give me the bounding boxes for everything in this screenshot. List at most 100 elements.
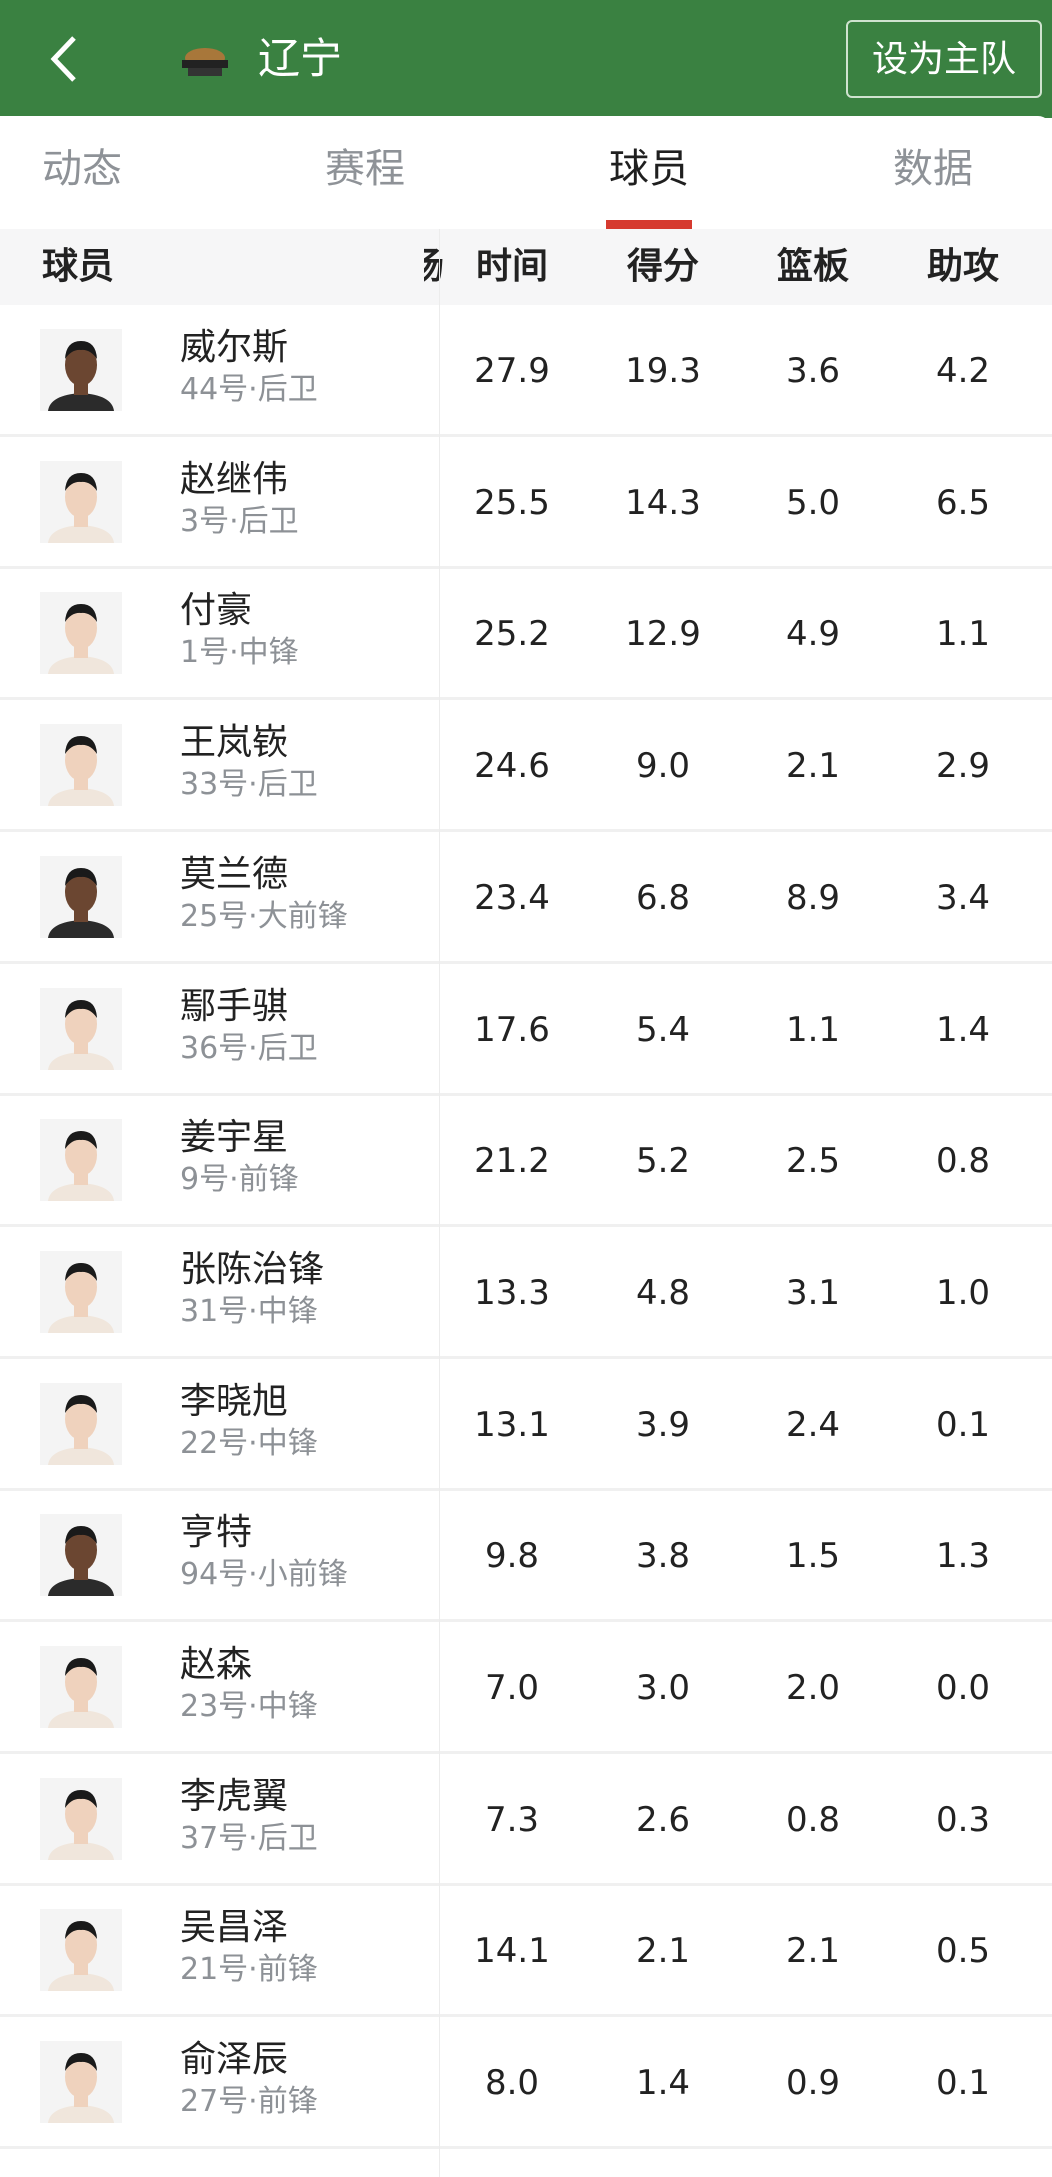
col-points[interactable]: 得分	[626, 246, 700, 287]
player-name: 赵森	[180, 1644, 253, 1685]
col-player[interactable]: 球员	[42, 246, 115, 287]
player-number-position: 33号·后卫	[180, 767, 318, 803]
rebounds-value: 2.1	[785, 1931, 841, 1972]
assists-value: 1.0	[935, 1272, 991, 1313]
assists-value: 0.3	[935, 1799, 991, 1840]
player-number-position: 9号·前锋	[180, 1162, 299, 1198]
player-row[interactable]: 鄢手骐 36号·后卫 17.6 5.4 1.1 1.4	[0, 964, 1052, 1096]
player-row[interactable]: 王岚嵚 33号·后卫 24.6 9.0 2.1 2.9	[0, 700, 1052, 833]
player-avatar	[40, 1514, 122, 1597]
team-title: 辽宁	[258, 34, 343, 83]
col-rebounds[interactable]: 篮板	[776, 246, 850, 287]
table-header: 球员 场 时间 得分 篮板 助攻	[0, 229, 1052, 305]
player-name: 俞泽辰	[180, 2039, 289, 2081]
player-number-position: 44号·后卫	[180, 372, 318, 407]
minutes-value: 9.8	[484, 1536, 540, 1577]
player-number-position: 36号·后卫	[180, 1030, 318, 1066]
player-avatar	[40, 592, 122, 675]
player-row[interactable]: 李虎翼 37号·后卫 7.3 2.6 0.8 0.3	[0, 1754, 1052, 1886]
player-row[interactable]: 莫兰德 25号·大前锋 23.4 6.8 8.9 3.4	[0, 832, 1052, 964]
minutes-value: 17.6	[474, 1009, 550, 1050]
assists-value: 0.1	[935, 2063, 991, 2104]
player-avatar	[40, 1382, 122, 1465]
set-home-team-button[interactable]: 设为主队	[846, 20, 1042, 98]
assists-value: 2.9	[935, 746, 991, 787]
player-row[interactable]: 李晓旭 22号·中锋 13.1 3.9 2.4 0.1	[0, 1359, 1052, 1491]
player-avatar	[40, 329, 122, 411]
back-arrow-icon[interactable]	[44, 32, 84, 86]
points-value: 6.8	[635, 877, 691, 918]
player-name: 姜宇星	[180, 1117, 289, 1159]
minutes-value: 7.0	[484, 1668, 540, 1708]
rebounds-value: 0.8	[785, 1799, 841, 1840]
assists-value: 6.5	[935, 482, 991, 523]
player-avatar	[40, 724, 122, 807]
player-avatar	[40, 1777, 122, 1860]
rebounds-value: 3.1	[785, 1272, 841, 1313]
minutes-value: 23.4	[474, 877, 550, 918]
team-logo-icon	[182, 48, 228, 76]
minutes-value: 25.2	[474, 614, 550, 655]
points-value: 2.1	[635, 1931, 691, 1972]
minutes-value: 25.5	[474, 482, 550, 523]
minutes-value: 14.1	[474, 1931, 550, 1972]
minutes-value: 27.9	[474, 351, 550, 391]
col-time[interactable]: 时间	[475, 246, 549, 287]
minutes-value: 7.3	[484, 1799, 540, 1840]
minutes-value: 24.6	[474, 746, 550, 787]
player-avatar	[40, 1119, 122, 1202]
rebounds-value: 5.0	[785, 482, 841, 523]
player-name: 李虎翼	[180, 1775, 289, 1817]
player-row[interactable]: 俞泽辰 27号·前锋 8.0 1.4 0.9 0.1	[0, 2017, 1052, 2150]
player-row[interactable]: 威尔斯 44号·后卫 27.9 19.3 3.6 4.2	[0, 305, 1052, 437]
player-number-position: 3号·后卫	[180, 503, 299, 539]
points-value: 5.2	[635, 1141, 691, 1182]
player-number-position: 27号·前锋	[180, 2084, 318, 2120]
rebounds-value: 2.1	[785, 746, 841, 787]
player-number-position: 94号·小前锋	[180, 1557, 348, 1593]
assists-value: 1.1	[935, 614, 991, 655]
player-row[interactable]: 亨特 94号·小前锋 9.8 3.8 1.5 1.3	[0, 1490, 1052, 1623]
points-value: 3.8	[635, 1536, 691, 1577]
points-value: 4.8	[635, 1272, 691, 1313]
assists-value: 0.0	[935, 1668, 991, 1708]
player-number-position: 31号·中锋	[180, 1293, 318, 1329]
player-row[interactable]: 赵继伟 3号·后卫 25.5 14.3 5.0 6.5	[0, 437, 1052, 569]
rebounds-value: 2.5	[785, 1141, 841, 1182]
player-name: 张陈治锋	[180, 1248, 325, 1290]
player-name: 李晓旭	[180, 1380, 289, 1422]
player-row[interactable]: 吴昌泽 21号·前锋 14.1 2.1 2.1 0.5	[0, 1885, 1052, 2018]
player-name: 鄢手骐	[180, 985, 289, 1027]
player-name: 王岚嵚	[180, 722, 289, 764]
player-name: 威尔斯	[180, 327, 289, 368]
column-divider	[439, 229, 440, 2177]
player-number-position: 37号·后卫	[180, 1820, 318, 1856]
player-number-position: 1号·中锋	[180, 635, 299, 671]
points-value: 9.0	[635, 746, 691, 787]
tab-stats[interactable]: 数据	[893, 146, 973, 192]
player-row[interactable]: 姜宇星 9号·前锋 21.2 5.2 2.5 0.8	[0, 1095, 1052, 1228]
player-number-position: 22号·中锋	[180, 1425, 318, 1461]
tab-news[interactable]: 动态	[42, 146, 122, 192]
player-row[interactable]: 付豪 1号·中锋 25.2 12.9 4.9 1.1	[0, 568, 1052, 701]
player-name: 亨特	[180, 1512, 253, 1554]
player-avatar	[40, 1250, 122, 1333]
assists-value: 3.4	[935, 877, 991, 918]
tab-schedule[interactable]: 赛程	[325, 146, 405, 192]
col-games[interactable]: 场	[424, 246, 444, 287]
col-assists[interactable]: 助攻	[926, 246, 1000, 287]
assists-value: 0.5	[935, 1931, 991, 1972]
rebounds-value: 2.4	[785, 1404, 841, 1445]
points-value: 12.9	[625, 614, 701, 655]
rebounds-value: 1.1	[785, 1009, 841, 1050]
points-value: 3.0	[635, 1668, 691, 1708]
minutes-value: 13.3	[474, 1272, 550, 1313]
minutes-value: 8.0	[484, 2063, 540, 2104]
tab-players[interactable]: 球员	[609, 146, 689, 192]
player-number-position: 23号·中锋	[180, 1689, 318, 1724]
rebounds-value: 3.6	[785, 351, 841, 391]
points-value: 5.4	[635, 1009, 691, 1050]
player-row[interactable]: 赵森 23号·中锋 7.0 3.0 2.0 0.0	[0, 1622, 1052, 1754]
player-row[interactable]: 张陈治锋 31号·中锋 13.3 4.8 3.1 1.0	[0, 1227, 1052, 1359]
points-value: 3.9	[635, 1404, 691, 1445]
